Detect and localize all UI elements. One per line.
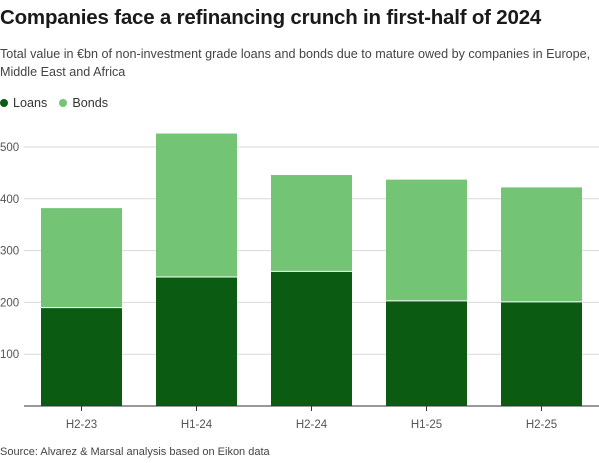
bar-loans-h2-24 (271, 271, 352, 406)
bar-bonds-h1-25 (386, 179, 467, 301)
bars (41, 133, 582, 406)
bar-bonds-h2-25 (501, 187, 582, 302)
chart-title: Companies face a refinancing crunch in f… (0, 6, 542, 29)
axes: 100 200 300 400 500 H2-23 H1-24 H2-24 H1-25 H2-25 (0, 142, 599, 431)
legend-swatch-loans (0, 99, 8, 107)
x-tick-label-h1-25: H1-25 (411, 419, 442, 431)
legend-item-bonds: Bonds (59, 96, 108, 110)
legend-label-loans: Loans (13, 96, 48, 110)
bar-bonds-h2-23 (41, 208, 122, 308)
y-tick-label-400: 400 (0, 194, 19, 206)
legend: Loans Bonds (0, 96, 120, 110)
x-tick-label-h1-24: H1-24 (181, 419, 213, 431)
x-tick-label-h2-25: H2-25 (526, 419, 557, 431)
y-tick-label-500: 500 (0, 142, 19, 154)
bar-loans-h2-23 (41, 307, 122, 406)
y-tick-label-300: 300 (0, 246, 19, 258)
y-tick-label-100: 100 (0, 349, 19, 361)
chart-subtitle: Total value in €bn of non-investment gra… (0, 47, 591, 79)
legend-label-bonds: Bonds (72, 96, 109, 110)
bar-loans-h1-24 (156, 277, 237, 406)
legend-item-loans: Loans (0, 96, 47, 110)
x-tick-label-h2-23: H2-23 (66, 419, 97, 431)
bar-bonds-h2-24 (271, 174, 352, 272)
bar-loans-h1-25 (386, 300, 467, 406)
bar-loans-h2-25 (501, 301, 582, 406)
source-note: Source: Alvarez & Marsal analysis based … (0, 446, 270, 458)
legend-swatch-bonds (59, 99, 68, 107)
x-tick-label-h2-24: H2-24 (296, 419, 328, 431)
y-tick-label-200: 200 (0, 297, 19, 309)
bar-bonds-h1-24 (156, 133, 237, 278)
